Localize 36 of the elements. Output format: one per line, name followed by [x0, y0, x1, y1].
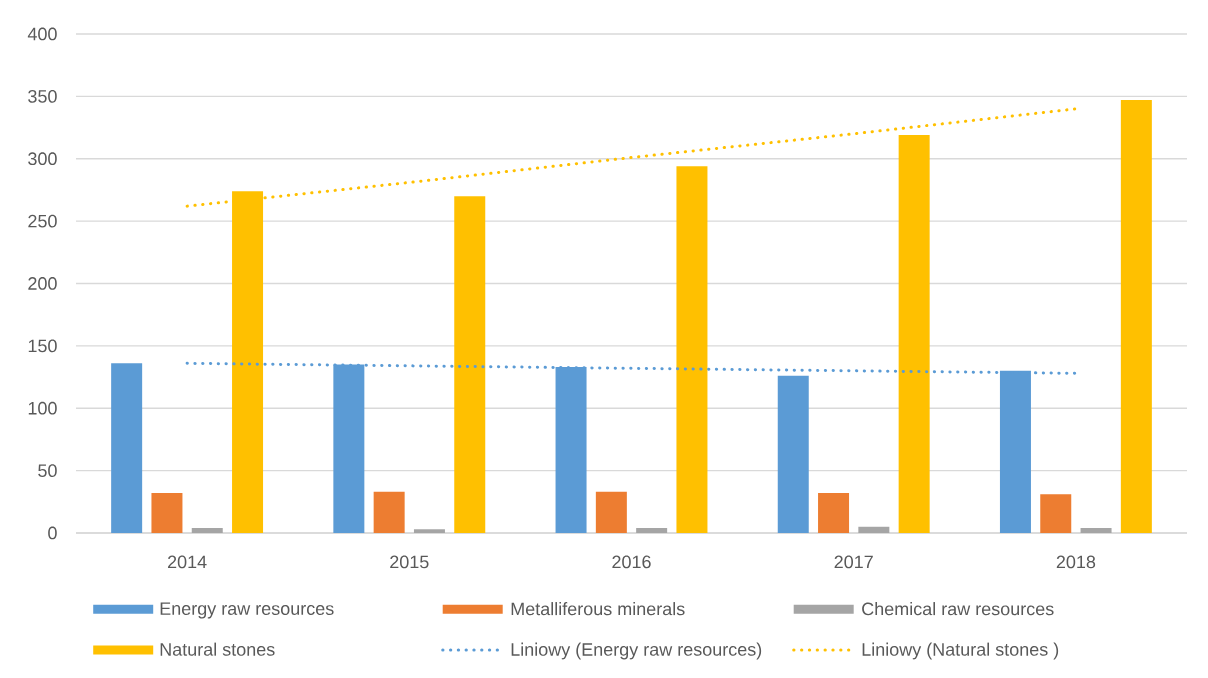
- y-tick-label: 50: [38, 464, 57, 477]
- bar: [373, 491, 405, 533]
- bar: [1040, 494, 1072, 533]
- bar: [858, 526, 890, 533]
- y-tick-label: 350: [28, 89, 57, 103]
- y-tick-label: 250: [28, 214, 57, 228]
- legend-label: Metalliferous minerals: [511, 602, 685, 616]
- bar: [191, 528, 223, 533]
- y-tick-label: 100: [28, 401, 57, 415]
- bar: [898, 135, 930, 533]
- bar: [454, 196, 486, 533]
- x-tick-label: 2016: [612, 555, 651, 569]
- x-tick-label: 2018: [1056, 555, 1096, 569]
- y-tick-label: 300: [28, 152, 57, 166]
- y-tick-label: 0: [48, 526, 57, 540]
- legend-label: Energy raw resources: [160, 602, 334, 619]
- legend-label: Natural stones: [160, 642, 275, 656]
- y-tick-label: 150: [28, 339, 57, 353]
- bar: [1080, 528, 1112, 533]
- bar: [413, 529, 445, 533]
- y-tick-label: 400: [27, 27, 57, 41]
- bar: [818, 493, 850, 533]
- bar: [676, 166, 708, 533]
- legend-label: Chemical raw resources: [862, 602, 1054, 616]
- legend-label: Liniowy (Natural stones ): [862, 642, 1059, 660]
- bar: [1120, 100, 1152, 533]
- x-tick-label: 2014: [167, 555, 207, 569]
- bar: [777, 375, 809, 533]
- x-tick-label: 2017: [834, 555, 873, 569]
- legend-label: Liniowy (Energy raw resources): [511, 642, 762, 660]
- bar: [636, 528, 668, 533]
- bar: [111, 363, 143, 533]
- bar: [151, 493, 183, 533]
- bar: [595, 491, 627, 533]
- x-tick-label: 2015: [390, 555, 429, 569]
- y-tick-label: 200: [28, 277, 57, 290]
